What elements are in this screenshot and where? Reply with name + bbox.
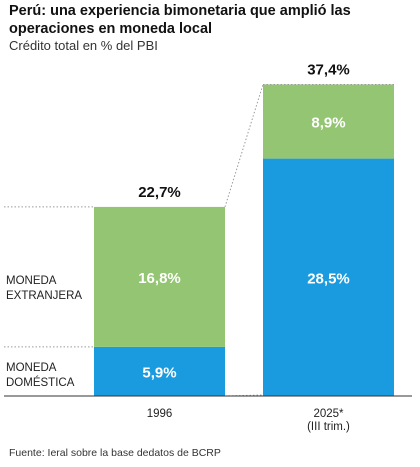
connector-line xyxy=(224,84,264,208)
total-label: 22,7% xyxy=(138,184,181,201)
bar-segment xyxy=(94,346,225,396)
bar-segment xyxy=(263,84,394,159)
bar-segment xyxy=(94,206,225,347)
bar-segment xyxy=(263,158,394,396)
series-label: DOMÉSTICA xyxy=(6,376,75,389)
chart-title: Perú: una experiencia bimonetaria que am… xyxy=(9,3,351,37)
data-label: 8,9% xyxy=(311,115,345,132)
connector-line xyxy=(224,394,264,397)
series-label: EXTRANJERA xyxy=(6,290,82,302)
series-label: MONEDA xyxy=(6,362,57,374)
total-label: 37,4% xyxy=(307,61,350,78)
data-label: 16,8% xyxy=(138,270,181,287)
category-label: 1996 xyxy=(147,408,173,420)
category-label: 2025* xyxy=(313,408,344,420)
chart-subtitle: Crédito total en % del PBI xyxy=(9,38,158,53)
series-label: MONEDA xyxy=(6,275,57,287)
data-label: 28,5% xyxy=(307,270,350,287)
data-label: 5,9% xyxy=(142,364,176,381)
category-label: (III trim.) xyxy=(307,421,350,433)
source-note: Fuente: Ieral sobre la base dedatos de B… xyxy=(9,447,221,459)
